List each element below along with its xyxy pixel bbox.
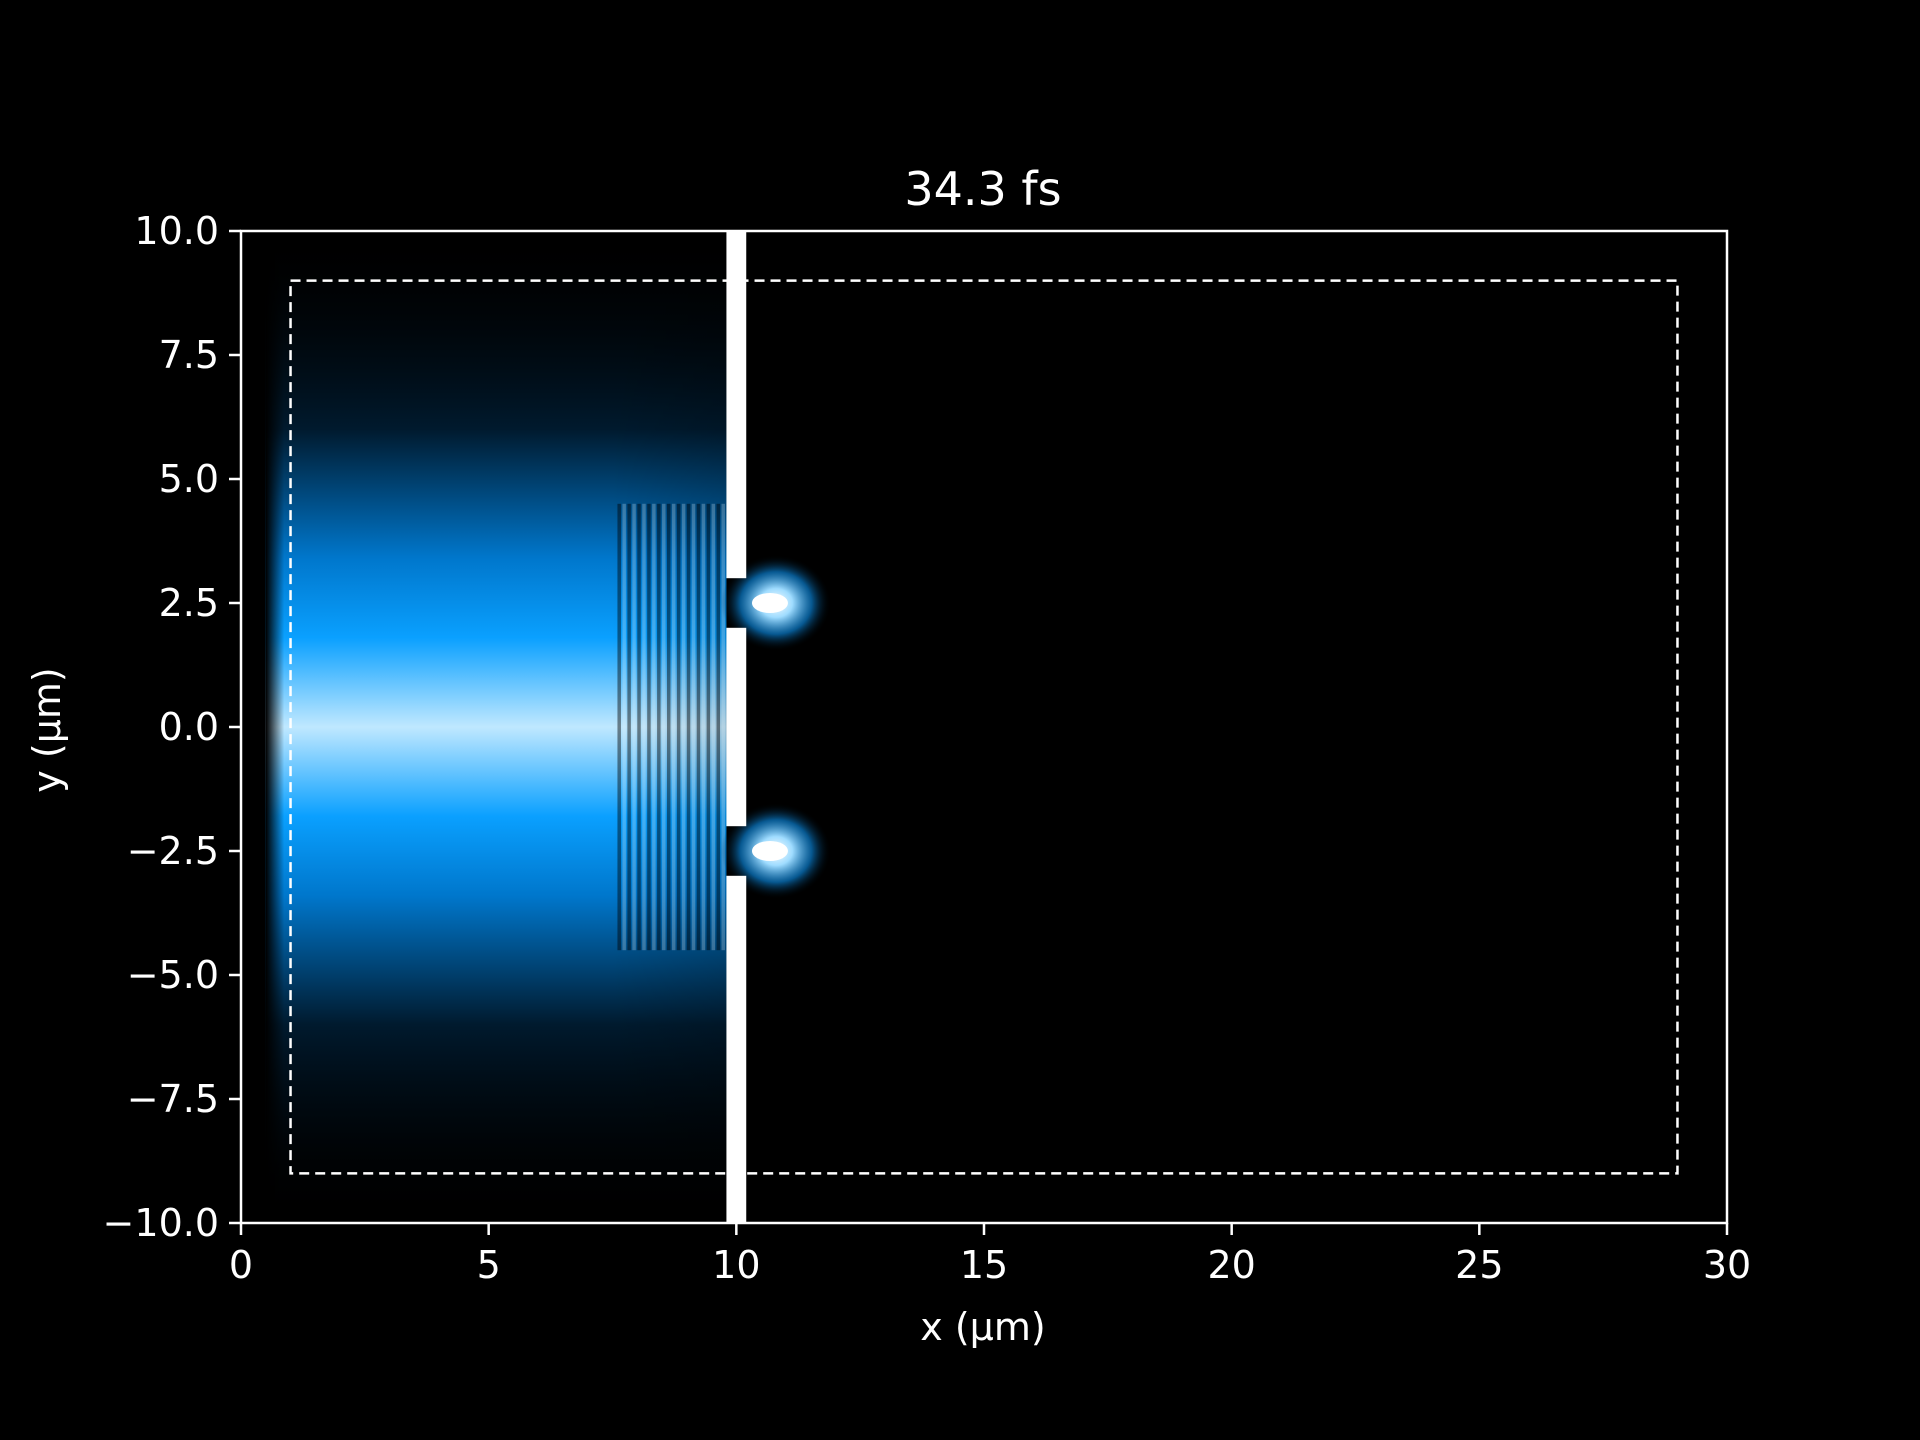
wave-field xyxy=(241,231,1727,1223)
fringe-line xyxy=(662,503,666,951)
fringe-line xyxy=(622,503,626,951)
fringe-line xyxy=(657,503,661,951)
x-tick-label: 10 xyxy=(712,1243,760,1287)
fringe-line xyxy=(706,503,711,951)
y-axis-label: y (μm) xyxy=(25,667,69,792)
barrier-segment-1 xyxy=(726,231,747,579)
fringe-line xyxy=(721,503,725,951)
x-tick-label: 25 xyxy=(1455,1243,1503,1287)
fringe-line xyxy=(686,503,691,951)
y-tick-label: −10.0 xyxy=(103,1201,219,1245)
axes: 0 5 10 15 20 25 30 10.0 7.5 5.0 2.5 0.0 −2.5 −5.0 −7.5… xyxy=(103,209,1752,1287)
diffraction-spot-core-1 xyxy=(751,593,788,613)
fringe-line xyxy=(696,503,701,951)
x-axis-label: x (μm) xyxy=(920,1305,1045,1349)
diffraction-spot-core-2 xyxy=(751,841,788,861)
x-tick-label: 30 xyxy=(1703,1243,1751,1287)
fringe-line xyxy=(642,503,646,951)
barrier-segment-3 xyxy=(726,875,747,1223)
x-tick-label: 20 xyxy=(1207,1243,1255,1287)
beam-edge-fade xyxy=(265,231,727,1223)
x-tick-label: 0 xyxy=(229,1243,253,1287)
interference-fringes xyxy=(617,503,725,951)
fringe-line xyxy=(681,503,686,951)
fringe-line xyxy=(617,503,621,951)
fringe-line xyxy=(666,503,671,951)
chart-title: 34.3 fs xyxy=(904,162,1061,216)
fringe-line xyxy=(652,503,656,951)
fringe-line xyxy=(716,503,721,951)
overlay-layer xyxy=(289,231,1679,1223)
fringe-line xyxy=(632,503,636,951)
fringe-line xyxy=(647,503,651,951)
fringe-line xyxy=(701,503,706,951)
x-tick-label: 5 xyxy=(477,1243,501,1287)
fringe-line xyxy=(637,503,641,951)
y-tick-label: 0.0 xyxy=(159,705,219,749)
y-tick-label: −2.5 xyxy=(127,829,219,873)
y-tick-label: −7.5 xyxy=(127,1077,219,1121)
fringe-line xyxy=(627,503,631,951)
fringe-line xyxy=(671,503,676,951)
fringe-line xyxy=(676,503,681,951)
y-tick-label: −5.0 xyxy=(127,953,219,997)
fringe-line xyxy=(691,503,696,951)
y-tick-label: 2.5 xyxy=(159,581,219,625)
y-tick-label: 10.0 xyxy=(134,209,219,253)
fringe-line xyxy=(711,503,716,951)
x-tick-label: 15 xyxy=(960,1243,1008,1287)
barrier-segment-2 xyxy=(726,627,747,827)
y-tick-label: 5.0 xyxy=(159,457,219,501)
y-tick-label: 7.5 xyxy=(159,333,219,377)
simulation-boundary-box xyxy=(289,279,1679,1175)
